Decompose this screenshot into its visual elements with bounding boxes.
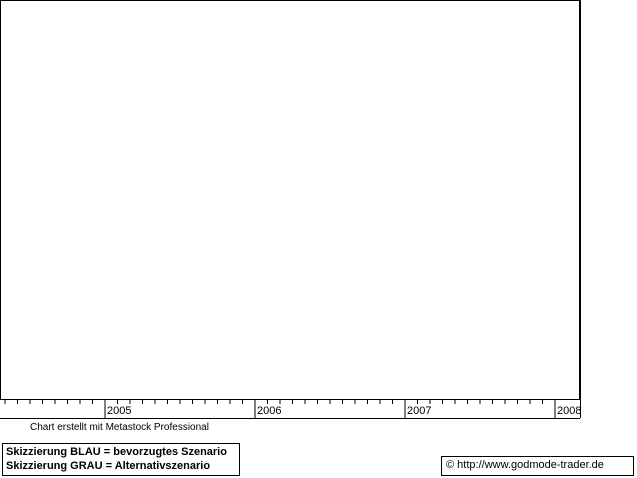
legend-grey-scenario: Skizzierung GRAU = Alternativszenario [6, 460, 211, 472]
chart-credit: Chart erstellt mit Metastock Professiona… [30, 422, 209, 433]
x-tick-label: 2008 [557, 405, 581, 417]
x-tick-label: 2005 [107, 405, 131, 417]
x-axis: 2005 2006 2007 2008 [4, 400, 581, 418]
x-tick-label: 2007 [407, 405, 431, 417]
legend-blue-scenario: Skizzierung BLAU = bevorzugtes Szenario [6, 446, 227, 458]
x-tick-label: 2006 [257, 405, 281, 417]
source-url-link[interactable]: http://www.godmode-trader.de [457, 459, 604, 471]
source-box: © http://www.godmode-trader.de [441, 456, 634, 476]
copyright-icon: © [446, 459, 455, 471]
plot-frame [0, 0, 580, 400]
scenario-legend: Skizzierung BLAU = bevorzugtes Szenario … [2, 443, 240, 476]
